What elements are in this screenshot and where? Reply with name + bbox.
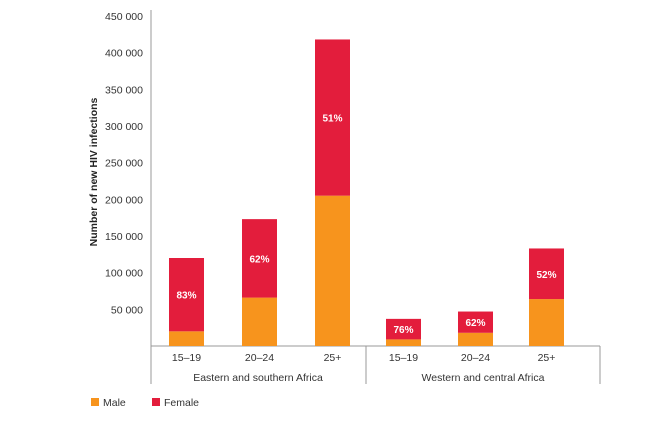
bar-female [386, 318, 421, 340]
bar-female [458, 311, 493, 333]
y-axis-ticks: 50 000 100 000 150 000 200 000 250 000 300 00… [105, 11, 143, 316]
y-tick-label: 350 000 [105, 84, 143, 96]
y-tick-label: 50 000 [111, 304, 143, 316]
y-tick-label: 450 000 [105, 11, 143, 23]
x-category-label: 20–24 [461, 352, 490, 364]
bar-annotations: 83% 62% 51% 76% 62% 52% [176, 114, 556, 337]
bars [169, 39, 564, 346]
y-tick-label: 250 000 [105, 158, 143, 170]
legend-label-female: Female [164, 397, 199, 409]
bar-female [529, 248, 564, 300]
bar-male [315, 195, 350, 346]
y-tick-label: 200 000 [105, 194, 143, 206]
legend-label-male: Male [103, 397, 126, 409]
x-category-label: 25+ [538, 352, 556, 364]
x-axis-categories: 15–19 20–24 25+ 15–19 20–24 25+ [172, 352, 556, 364]
bar-female [169, 258, 204, 332]
y-axis-label: Number of new HIV infections [88, 97, 100, 246]
bar-percent-label: 62% [249, 254, 269, 265]
bar-male [386, 339, 421, 346]
bar-female [242, 219, 277, 298]
bar-percent-label: 76% [393, 325, 413, 336]
bar-male [242, 297, 277, 346]
y-tick-label: 150 000 [105, 231, 143, 243]
legend-swatch-male [91, 398, 99, 406]
bar-male [458, 332, 493, 346]
legend: Male Female [91, 397, 199, 409]
bar-percent-label: 83% [176, 291, 196, 302]
x-axis-groups: Eastern and southern Africa Western and c… [193, 372, 544, 384]
x-category-label: 15–19 [389, 352, 418, 364]
x-category-label: 25+ [324, 352, 342, 364]
x-category-label: 15–19 [172, 352, 201, 364]
legend-swatch-female [152, 398, 160, 406]
bar-female [315, 39, 350, 196]
bar-percent-label: 52% [536, 270, 556, 281]
y-tick-label: 400 000 [105, 48, 143, 60]
y-tick-label: 300 000 [105, 121, 143, 133]
x-category-label: 20–24 [245, 352, 274, 364]
bar-percent-label: 62% [465, 318, 485, 329]
x-group-label: Western and central Africa [422, 372, 545, 384]
bar-male [529, 299, 564, 346]
bar-male [169, 331, 204, 346]
y-tick-label: 100 000 [105, 268, 143, 280]
x-group-label: Eastern and southern Africa [193, 372, 323, 384]
bar-percent-label: 51% [322, 114, 342, 125]
